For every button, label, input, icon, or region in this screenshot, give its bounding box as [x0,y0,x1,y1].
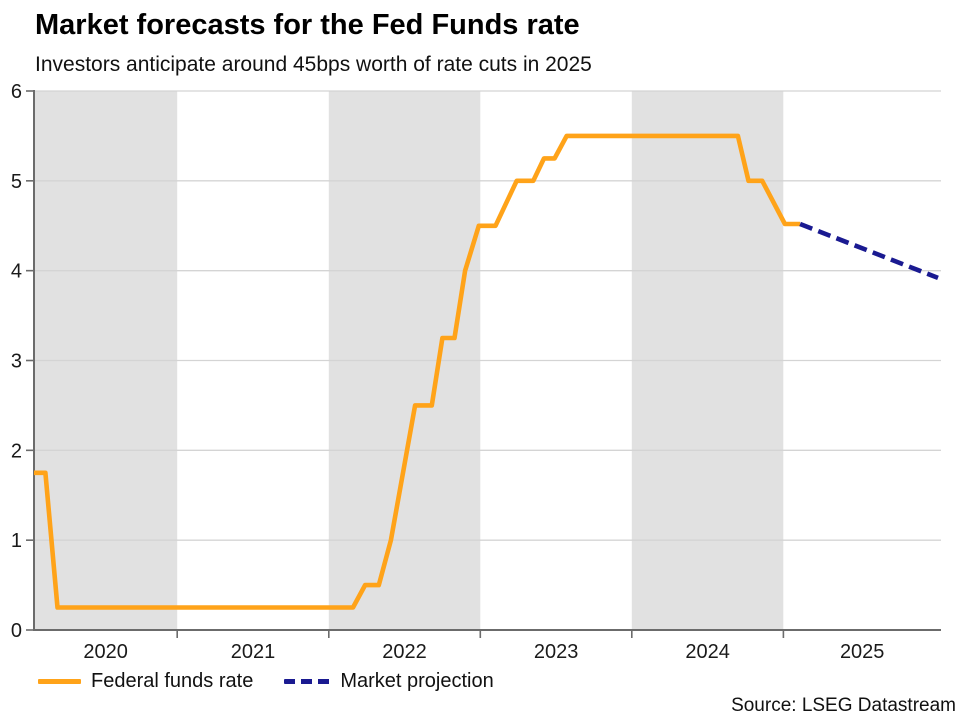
market-projection-line [799,221,939,281]
fed-funds-line [34,133,801,610]
legend-label-projection: Market projection [340,669,494,692]
chart-subtitle: Investors anticipate around 45bps worth … [35,53,592,76]
y-axis-label: 4 [11,261,22,283]
x-axis-label: 2021 [231,641,276,663]
y-axis-label: 1 [11,530,22,552]
y-axis-label: 6 [11,81,22,103]
x-axis-label: 2020 [83,641,128,663]
chart-title: Market forecasts for the Fed Funds rate [35,9,580,41]
y-axis-label: 3 [11,351,22,373]
source-credit: Source: LSEG Datastream [731,695,956,716]
x-axis-label: 2024 [685,641,730,663]
legend-swatch-fed-funds-line [38,678,81,684]
y-axis-label: 2 [11,440,22,462]
legend: Federal funds rate Market projection [38,668,494,694]
legend-swatch-projection-line [284,678,331,684]
y-axis-label: 5 [11,171,22,193]
x-axis-label: 2022 [382,641,427,663]
y-axis-label: 0 [11,620,22,642]
x-axis-label: 2023 [534,641,579,663]
x-axis-label: 2025 [840,641,885,663]
legend-label-fed-funds: Federal funds rate [91,669,254,692]
